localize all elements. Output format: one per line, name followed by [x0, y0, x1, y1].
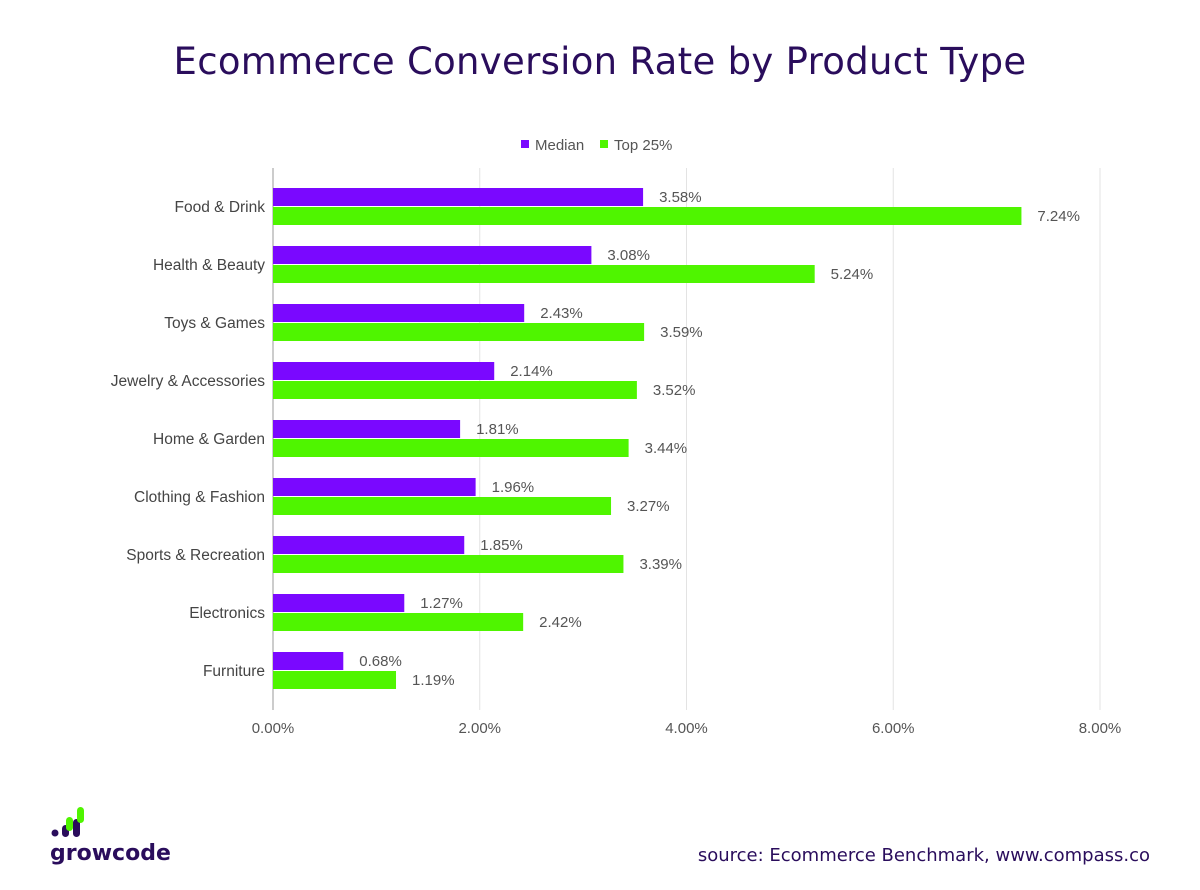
bar-median: [273, 246, 592, 264]
bar-top25: [273, 613, 524, 631]
chart-title: Ecommerce Conversion Rate by Product Typ…: [173, 40, 1027, 83]
bar-top25: [273, 497, 612, 515]
data-label: 3.59%: [660, 324, 703, 341]
bar-median: [273, 652, 344, 670]
bar-top25: [273, 671, 397, 689]
bar-median: [273, 594, 405, 612]
x-tick-label: 4.00%: [665, 720, 708, 737]
data-label: 1.27%: [420, 595, 463, 612]
category-label: Jewelry & Accessories: [111, 373, 265, 390]
category-label: Health & Beauty: [153, 257, 265, 274]
data-label: 3.52%: [653, 382, 696, 399]
bar-top25: [273, 207, 1022, 225]
bar-top25: [273, 439, 629, 457]
category-label: Sports & Recreation: [126, 547, 265, 564]
bar-median: [273, 536, 465, 554]
data-label: 1.81%: [476, 421, 519, 438]
source-note: source: Ecommerce Benchmark, www.compass…: [697, 845, 1150, 866]
data-label: 3.27%: [627, 498, 670, 515]
growcode-logo-icon: [51, 807, 84, 837]
data-label: 2.43%: [540, 305, 583, 322]
data-label: 1.85%: [480, 537, 523, 554]
legend-swatch: [600, 140, 608, 148]
legend-label: Median: [535, 137, 584, 154]
category-label: Toys & Games: [164, 315, 265, 332]
category-label: Home & Garden: [153, 431, 265, 448]
category-label: Electronics: [189, 605, 265, 622]
category-label: Food & Drink: [175, 199, 266, 216]
bar-top25: [273, 323, 645, 341]
x-tick-label: 0.00%: [252, 720, 295, 737]
category-label: Clothing & Fashion: [134, 489, 265, 506]
data-label: 1.19%: [412, 672, 455, 689]
data-label: 0.68%: [359, 653, 402, 670]
bar-median: [273, 420, 461, 438]
bar-top25: [273, 265, 815, 283]
bar-top25: [273, 555, 624, 573]
data-label: 3.39%: [639, 556, 682, 573]
data-label: 3.44%: [645, 440, 688, 457]
data-label: 1.96%: [492, 479, 535, 496]
data-label: 2.14%: [510, 363, 553, 380]
logo-text: growcode: [50, 841, 171, 866]
data-label: 3.58%: [659, 189, 702, 206]
bar-top25: [273, 381, 637, 399]
bar-median: [273, 478, 476, 496]
data-label: 2.42%: [539, 614, 582, 631]
x-tick-label: 8.00%: [1079, 720, 1122, 737]
legend-label: Top 25%: [614, 137, 672, 154]
legend-swatch: [521, 140, 529, 148]
data-label: 7.24%: [1037, 208, 1080, 225]
x-tick-label: 2.00%: [458, 720, 501, 737]
bar-median: [273, 188, 644, 206]
data-label: 5.24%: [831, 266, 874, 283]
category-label: Furniture: [203, 663, 265, 680]
bar-median: [273, 362, 495, 380]
data-label: 3.08%: [607, 247, 650, 264]
bar-median: [273, 304, 525, 322]
x-tick-label: 6.00%: [872, 720, 915, 737]
